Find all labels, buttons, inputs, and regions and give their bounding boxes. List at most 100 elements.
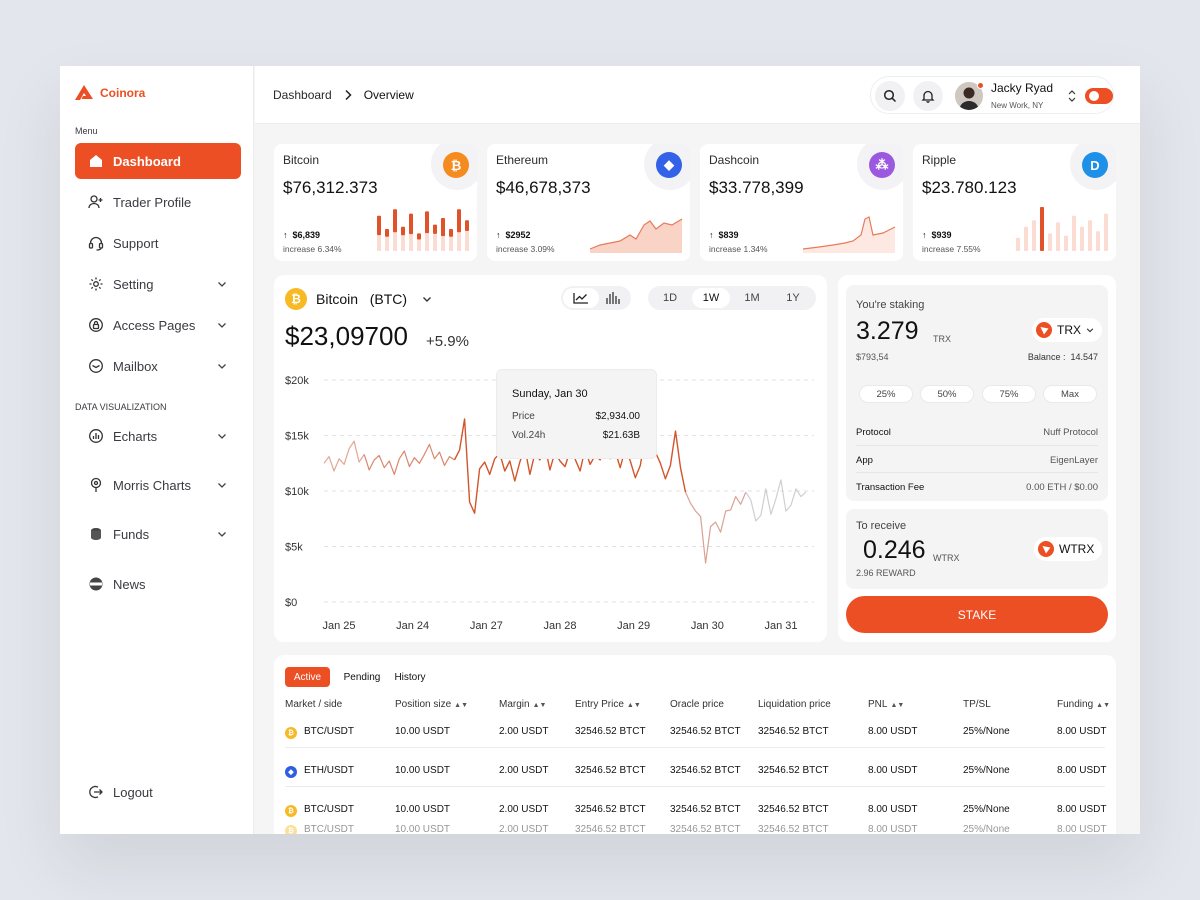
spark-line	[802, 216, 896, 250]
stake-button[interactable]: STAKE	[846, 596, 1108, 633]
staking-amount[interactable]: 3.279	[856, 317, 919, 345]
column-header[interactable]: Position size ▲▼	[395, 699, 468, 710]
tab-history[interactable]: History	[394, 671, 426, 683]
x-tick-label: Jan 24	[396, 620, 429, 632]
spark-area	[803, 217, 895, 253]
percent-75-button[interactable]: 75%	[982, 385, 1036, 403]
table-cell: BTC/USDT	[304, 804, 354, 815]
positions-table: Active Pending History Market / side Posi…	[274, 655, 1116, 834]
y-tick-label: $20k	[285, 375, 309, 387]
bitcoin-icon: ₿	[443, 152, 469, 178]
coin-card-bitcoin[interactable]: Bitcoin $76,312.373 ↑ $6,839 increase 6.…	[274, 144, 477, 261]
logout-button[interactable]: Logout	[75, 774, 241, 810]
column-header: Market / side	[285, 699, 342, 710]
spark-bar-bg	[1064, 235, 1068, 251]
column-header[interactable]: Funding ▲▼	[1057, 699, 1110, 710]
mail-icon	[88, 358, 104, 374]
row-key: Transaction Fee	[856, 482, 925, 493]
column-header[interactable]: Entry Price ▲▼	[575, 699, 641, 710]
table-cell: 8.00 USDT	[1057, 804, 1107, 815]
table-cell: 8.00 USDT	[1057, 824, 1107, 834]
token-selector[interactable]: TRX	[1032, 318, 1102, 342]
row-value: Nuff Protocol	[1043, 427, 1098, 438]
bar-chart-button[interactable]	[595, 288, 631, 308]
row-value: EigenLayer	[1049, 455, 1098, 466]
sidebar-item-label: News	[113, 576, 146, 592]
table-cell: 32546.52 BTCT	[670, 726, 741, 737]
sidebar-item-access-pages[interactable]: Access Pages	[75, 307, 241, 343]
logo[interactable]: Coinora	[74, 84, 145, 101]
coin-price: $76,312.373	[283, 178, 378, 197]
coin-card-ripple[interactable]: Ripple $23.780.123 ↑ $939 increase 7.55%…	[913, 144, 1116, 261]
column-header[interactable]: PNL ▲▼	[868, 699, 904, 710]
column-header: Liquidation price	[758, 699, 831, 710]
table-cell: 32546.52 BTCT	[670, 824, 741, 834]
user-location: New Work, NY	[991, 101, 1044, 110]
coin-change: ↑ $6,839	[283, 230, 321, 240]
price-change: +5.9%	[426, 333, 469, 350]
coin-increase: increase 6.34%	[283, 244, 342, 254]
sidebar-item-mailbox[interactable]: Mailbox	[75, 348, 241, 384]
percent-25-button[interactable]: 25%	[859, 385, 913, 403]
column-header-label: PNL	[868, 699, 888, 710]
sidebar-item-dashboard[interactable]: Dashboard	[75, 143, 241, 179]
coin-card-dashcoin[interactable]: Dashcoin $33.778,399 ↑ $839 increase 1.3…	[700, 144, 903, 261]
tooltip-price: $2,934.00	[595, 411, 641, 422]
sidebar-item-news[interactable]: News	[75, 566, 241, 602]
table-cell: 2.00 USDT	[499, 824, 549, 834]
sidebar-item-setting[interactable]: Setting	[75, 266, 241, 302]
timeframe-1d[interactable]: 1D	[662, 292, 678, 304]
sidebar-item-morris-charts[interactable]: Morris Charts	[75, 467, 241, 503]
theme-toggle[interactable]	[1085, 88, 1113, 104]
bell-icon	[921, 90, 935, 103]
balance-value: 14.547	[1070, 352, 1098, 362]
column-header[interactable]: Margin ▲▼	[499, 699, 546, 710]
search-button[interactable]	[875, 81, 905, 111]
chevron-down-icon[interactable]	[422, 294, 432, 304]
timeframe-1y[interactable]: 1Y	[786, 292, 800, 304]
tab-pending[interactable]: Pending	[343, 671, 381, 683]
coin-price: $33.778,399	[709, 178, 804, 197]
bitcoin-icon: ₿	[285, 825, 297, 834]
balance-label: Balance :	[1027, 352, 1066, 362]
receive-token[interactable]: WTRX	[1034, 537, 1103, 561]
spark-bar	[1040, 207, 1044, 251]
coin-price: $23.780.123	[922, 178, 1017, 197]
receive-amount: 0.246	[863, 536, 926, 564]
chevron-down-icon	[218, 323, 226, 328]
spark-bar	[433, 224, 437, 234]
coin-name: Dashcoin	[709, 153, 760, 167]
chart-coin-ticker: (BTC)	[369, 291, 408, 307]
sidebar-item-trader-profile[interactable]: Trader Profile	[75, 184, 241, 220]
user-menu: Jacky Ryad New Work, NY	[870, 76, 1114, 114]
receive-token-name: WTRX	[1059, 542, 1095, 556]
sidebar-item-support[interactable]: Support	[75, 225, 241, 261]
spark-bar	[449, 229, 453, 237]
sidebar-item-funds[interactable]: Funds	[75, 516, 241, 552]
coin-sparkline	[1016, 207, 1108, 251]
sidebar-item-echarts[interactable]: Echarts	[75, 418, 241, 454]
chevron-down-icon	[218, 282, 226, 287]
price-chart-card: ₿ Bitcoin (BTC) 1D 1W 1M 1Y $23,09700 +5…	[274, 275, 827, 642]
breadcrumb-dashboard[interactable]: Dashboard	[273, 88, 332, 102]
notifications-button[interactable]	[913, 81, 943, 111]
line-chart-button[interactable]	[563, 288, 599, 308]
receive-label: To receive	[856, 520, 907, 532]
table-cell: 32546.52 BTCT	[758, 765, 829, 776]
timeframe-1w[interactable]: 1W	[692, 288, 730, 308]
tab-active[interactable]: Active	[285, 667, 330, 687]
table-cell: 25%/None	[963, 726, 1010, 737]
column-header-label: Funding	[1057, 699, 1094, 710]
staking-usd: $793,54	[856, 352, 889, 362]
percent-max-button[interactable]: Max	[1043, 385, 1097, 403]
table-cell: 32546.52 BTCT	[575, 765, 646, 776]
table-cell: 32546.52 BTCT	[575, 824, 646, 834]
chart-coin-selector[interactable]: Bitcoin (BTC)	[316, 291, 407, 307]
percent-50-button[interactable]: 50%	[920, 385, 974, 403]
ethereum-icon: ◆	[285, 766, 297, 778]
table-cell: 8.00 USDT	[868, 804, 918, 815]
chevron-updown-icon[interactable]	[1067, 88, 1077, 104]
coin-card-ethereum[interactable]: Ethereum $46,678,373 ↑ $2952 increase 3.…	[487, 144, 690, 261]
token-name: TRX	[1057, 323, 1081, 337]
timeframe-1m[interactable]: 1M	[744, 292, 760, 304]
